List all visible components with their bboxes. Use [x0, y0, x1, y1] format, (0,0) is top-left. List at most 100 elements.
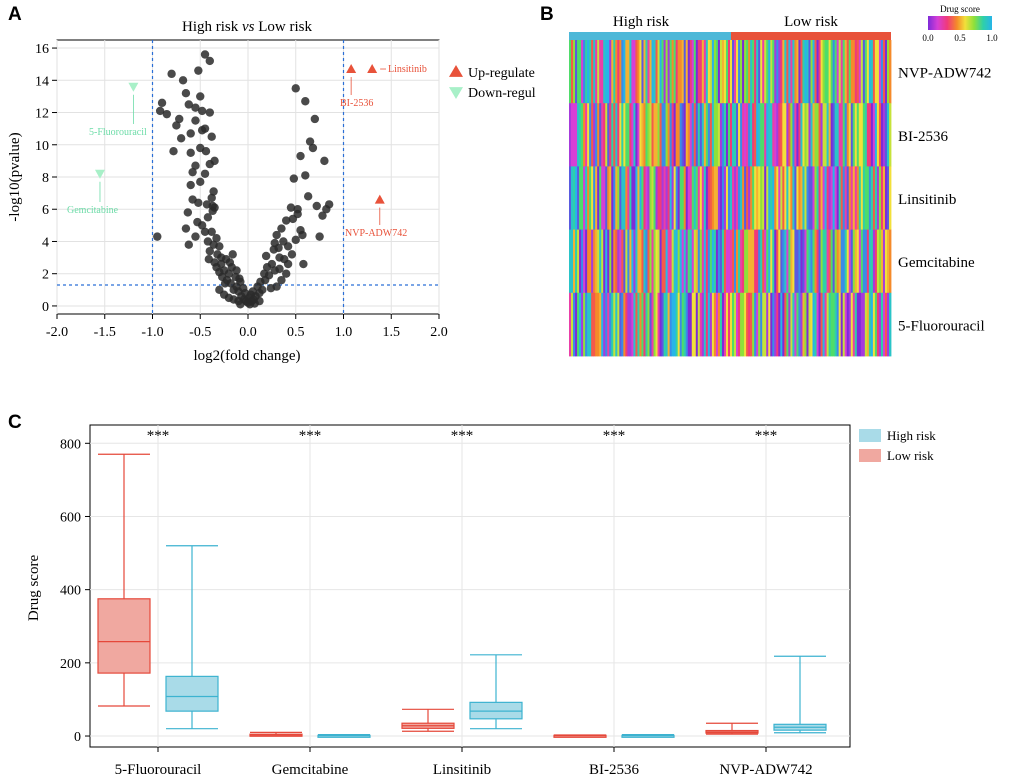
heatmap-cell: [854, 229, 858, 294]
heatmap-cell: [886, 166, 890, 230]
heatmap-cell: [723, 103, 727, 167]
heatmap-cell: [770, 229, 773, 294]
heatmap-cell: [824, 229, 827, 294]
heatmap-cell: [623, 292, 626, 357]
boxplot-x-ticks: 5-Fluorouracil Gemcitabine Linsitinib BI-25…: [115, 747, 813, 778]
heatmap-cell: [667, 292, 671, 357]
heatmap-cell: [645, 292, 648, 357]
heatmap-cell: [808, 229, 811, 294]
heatmap-cell: [575, 40, 578, 104]
heatmap-cell: [709, 229, 713, 294]
heatmap-cell: [599, 229, 602, 294]
heatmap-cell: [677, 229, 681, 294]
heatmap-cell: [629, 229, 632, 294]
heatmap-cell: [645, 40, 648, 104]
heatmap-cell: [641, 229, 644, 294]
heatmap-cell: [569, 229, 572, 294]
heatmap-cell: [822, 166, 825, 230]
volcano-point: [169, 147, 178, 156]
boxplot-significance-label: ***: [147, 428, 170, 444]
heatmap-cell: [691, 40, 695, 104]
heatmap-cell: [611, 166, 614, 230]
heatmap-cell: [860, 292, 864, 357]
heatmap-cell: [717, 229, 721, 294]
heatmap-cell: [583, 292, 586, 357]
heatmap-cell: [738, 166, 741, 230]
volcano-point: [194, 66, 203, 75]
heatmap: High risk Low risk NVP-ADW742 BI-2536 Linsi…: [569, 4, 998, 357]
heatmap-cell: [681, 292, 685, 357]
heatmap-cell: [812, 292, 815, 357]
heatmap-cell: [697, 40, 701, 104]
heatmap-cell: [659, 292, 662, 357]
heatmap-cell: [641, 292, 644, 357]
heatmap-cell: [627, 229, 630, 294]
volcano-highlight-label: Gemcitabine: [67, 205, 119, 216]
volcano-point: [186, 180, 195, 190]
heatmap-cell: [764, 292, 767, 357]
heatmap-cell: [593, 40, 596, 104]
heatmap-cell: [788, 292, 791, 357]
heatmap-cell: [665, 40, 669, 104]
volcano-point: [175, 114, 184, 124]
heatmap-cell: [623, 229, 626, 294]
heatmap-cell: [665, 103, 669, 167]
volcano-point: [287, 250, 297, 259]
volcano-highlight-5-fluorouracil: [128, 82, 139, 92]
heatmap-cell: [764, 229, 767, 294]
volcano-point: [301, 97, 310, 106]
heatmap-cell: [569, 166, 572, 230]
volcano-highlight-bi-2536: [346, 64, 357, 74]
heatmap-cell: [758, 229, 761, 294]
heatmap-cell: [842, 292, 846, 357]
volcano-point: [205, 56, 214, 66]
heatmap-cell: [786, 103, 789, 167]
heatmap-cell: [824, 40, 827, 104]
volcano-point: [191, 116, 200, 125]
heatmap-cell: [589, 103, 592, 167]
heatmap-cell: [740, 229, 743, 294]
panel-b-letter: B: [540, 4, 554, 25]
heatmap-cell: [816, 166, 819, 230]
heatmap-cell: [878, 292, 882, 357]
heatmap-cell: [766, 166, 769, 230]
heatmap-cell: [607, 103, 610, 167]
heatmap-cell: [709, 40, 713, 104]
heatmap-cell: [615, 292, 618, 357]
heatmap-cell: [575, 229, 578, 294]
heatmap-cell: [828, 103, 832, 167]
heatmap-cell: [569, 40, 572, 104]
volcano-point: [181, 88, 191, 98]
heatmap-cell: [796, 103, 799, 167]
volcano-y-tick-label: 4: [42, 235, 49, 250]
heatmap-cell: [709, 166, 713, 230]
volcano-point: [205, 159, 214, 169]
heatmap-cell: [784, 103, 787, 167]
heatmap-cell: [836, 40, 840, 104]
volcano-point: [176, 134, 186, 143]
heatmap-cell: [752, 103, 755, 167]
heatmap-cell: [750, 40, 753, 104]
heatmap-cell: [611, 40, 614, 104]
volcano-point: [184, 240, 193, 249]
box-body: [97, 598, 151, 674]
volcano-point: [293, 209, 302, 219]
heatmap-cell: [776, 229, 779, 294]
heatmap-cell: [888, 292, 892, 357]
heatmap-cell: [643, 103, 646, 167]
heatmap-cell: [736, 40, 739, 104]
heatmap-cell: [730, 40, 733, 104]
heatmap-cell: [699, 166, 703, 230]
heatmap-cell: [719, 40, 723, 104]
heatmap-cell: [734, 292, 737, 357]
heatmap-cell: [814, 40, 817, 104]
heatmap-cell: [800, 229, 803, 294]
boxplot: *** *** *** *** *** 5-Fluorouracil Gemcitabin…: [26, 424, 936, 778]
heatmap-cell: [830, 103, 834, 167]
heatmap-cell: [758, 40, 761, 104]
heatmap-cell: [846, 103, 850, 167]
heatmap-cell: [826, 292, 830, 357]
volcano-y-tick-label: 0: [42, 300, 49, 315]
heatmap-cell: [613, 40, 616, 104]
heatmap-cell: [836, 229, 840, 294]
